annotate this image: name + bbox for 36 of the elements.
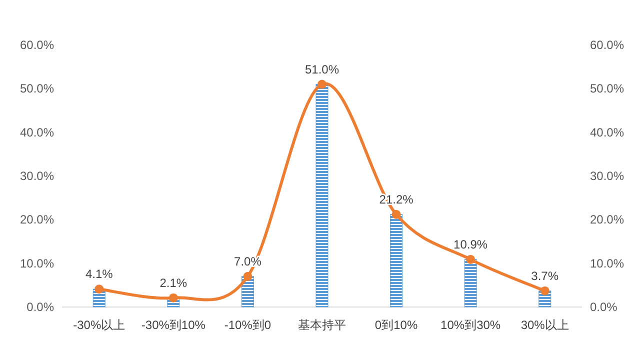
x-tick-label: 30%以上: [520, 318, 569, 332]
x-tick-label: 0到10%: [374, 318, 418, 332]
y-tick-label: 30.0%: [20, 169, 54, 183]
x-tick-label: -30%到10%: [141, 318, 206, 332]
x-tick-label: -30%以上: [73, 318, 126, 332]
bar: [316, 84, 328, 308]
x-tick-label: -10%到0: [224, 318, 272, 332]
data-label: 2.1%: [160, 276, 188, 290]
bar: [464, 259, 477, 308]
point: [540, 286, 550, 296]
y2-tick-label: 10.0%: [590, 256, 624, 270]
y-tick-label: 20.0%: [20, 212, 54, 227]
data-label: 3.7%: [531, 268, 559, 283]
y-tick-label: 40.0%: [20, 125, 54, 140]
point: [243, 272, 252, 281]
data-label: 51.0%: [304, 62, 340, 76]
y2-tick-label: 20.0%: [590, 212, 624, 227]
y-tick-label: 10.0%: [20, 256, 54, 270]
point: [392, 210, 401, 219]
x-tick-label: 10%到30%: [440, 318, 501, 332]
x-tick-label: 基本持平: [298, 318, 346, 332]
y-tick-label: 0.0%: [26, 300, 54, 314]
y-tick-label: 60.0%: [20, 38, 54, 52]
y2-tick-label: 50.0%: [590, 82, 624, 96]
data-label: 10.9%: [454, 237, 488, 252]
point: [466, 254, 476, 264]
y-tick-label: 50.0%: [20, 82, 54, 96]
data-label: 4.1%: [85, 267, 114, 282]
y2-tick-label: 0.0%: [590, 300, 618, 314]
y2-tick-label: 60.0%: [590, 38, 624, 52]
point: [94, 284, 104, 294]
y2-tick-label: 30.0%: [590, 169, 624, 183]
point: [318, 80, 326, 89]
y2-tick-label: 40.0%: [590, 125, 624, 140]
bar: [390, 214, 403, 308]
point: [168, 293, 178, 302]
